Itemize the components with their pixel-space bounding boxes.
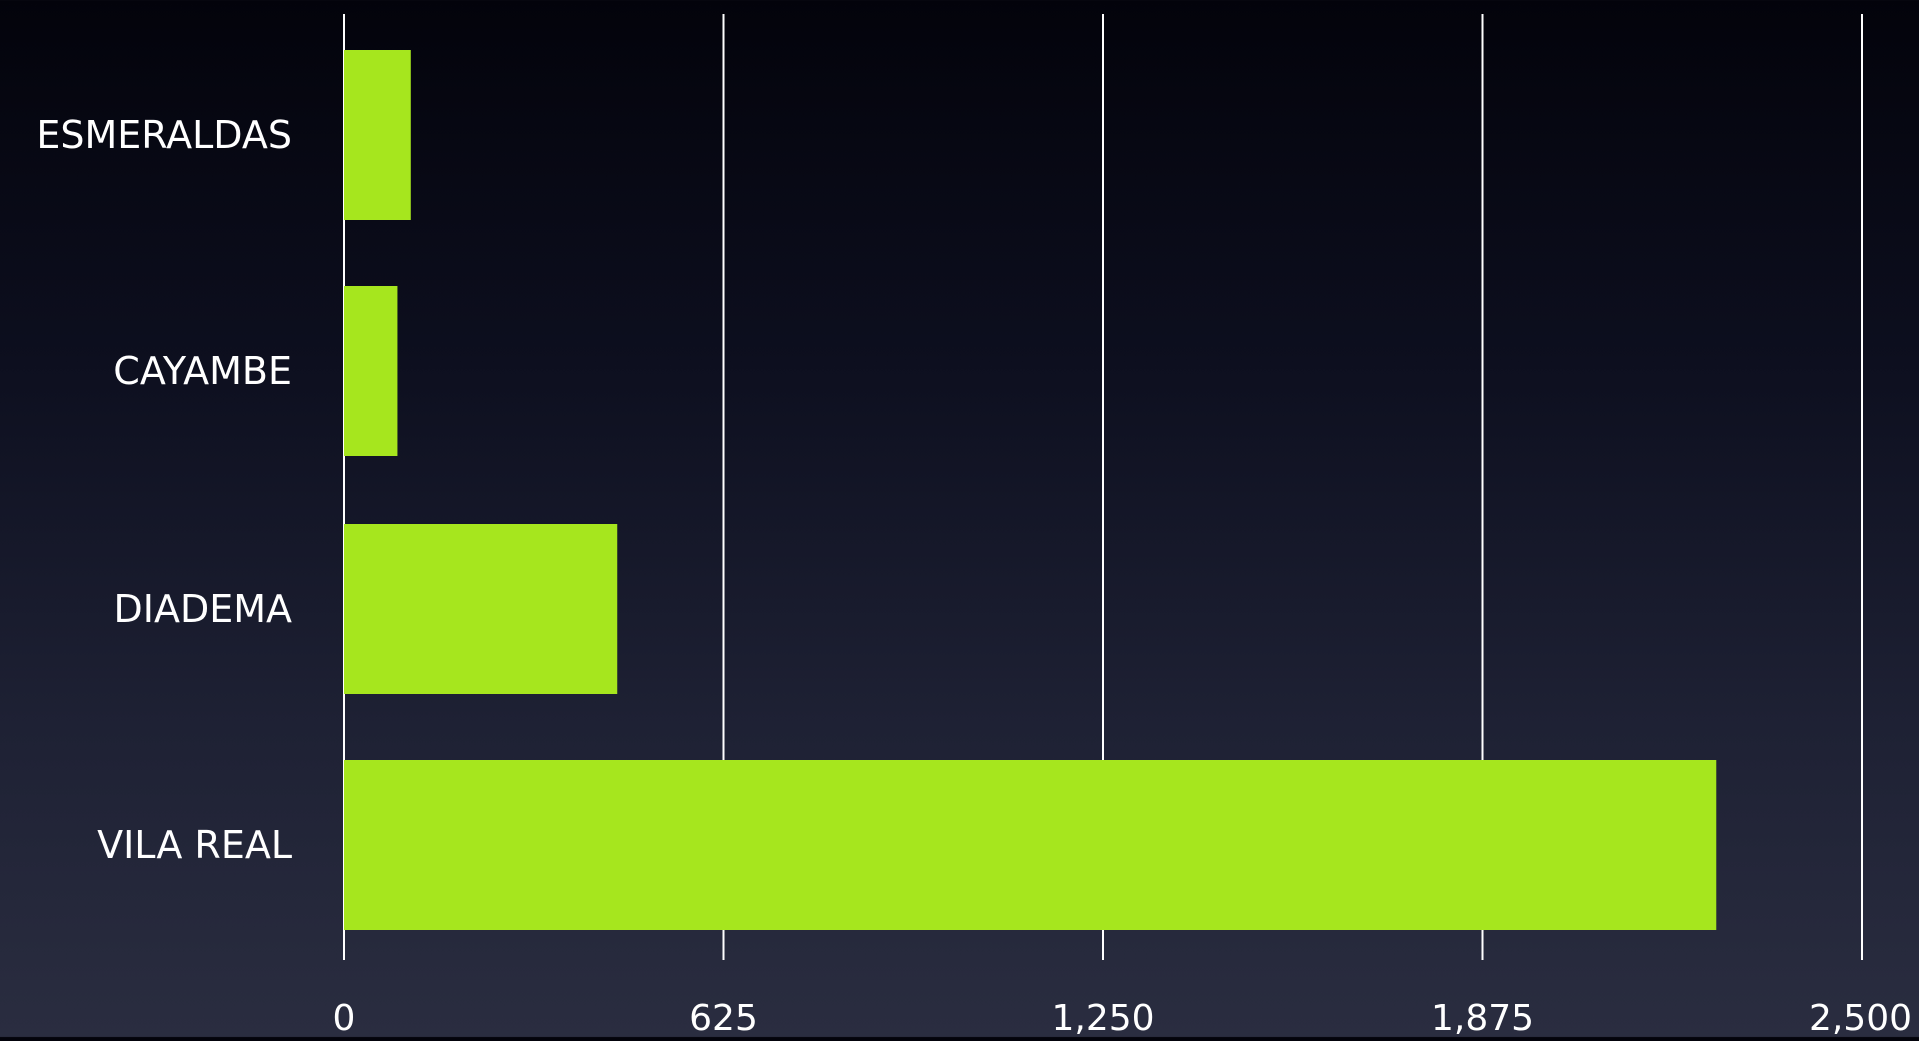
bar-cayambe — [344, 286, 398, 456]
bar-esmeraldas — [344, 50, 411, 220]
category-labels: ESMERALDAS CAYAMBE DIADEMA VILA REAL — [36, 113, 292, 867]
category-label: DIADEMA — [113, 587, 292, 631]
x-tick-label: 625 — [689, 998, 758, 1037]
x-tick-label: 1,875 — [1431, 998, 1534, 1037]
bar-layer — [344, 50, 1717, 930]
category-label: VILA REAL — [97, 823, 292, 867]
x-tick-label: 0 — [333, 998, 356, 1037]
category-label: CAYAMBE — [113, 349, 292, 393]
x-tick-labels: 0 625 1,250 1,875 2,500 — [333, 998, 1912, 1039]
x-tick-label: 2,500 — [1809, 998, 1912, 1037]
bar-diadema — [344, 524, 618, 694]
bar-vila-real — [344, 760, 1717, 930]
category-label: ESMERALDAS — [36, 113, 292, 157]
x-tick-label: 1,250 — [1051, 998, 1154, 1037]
